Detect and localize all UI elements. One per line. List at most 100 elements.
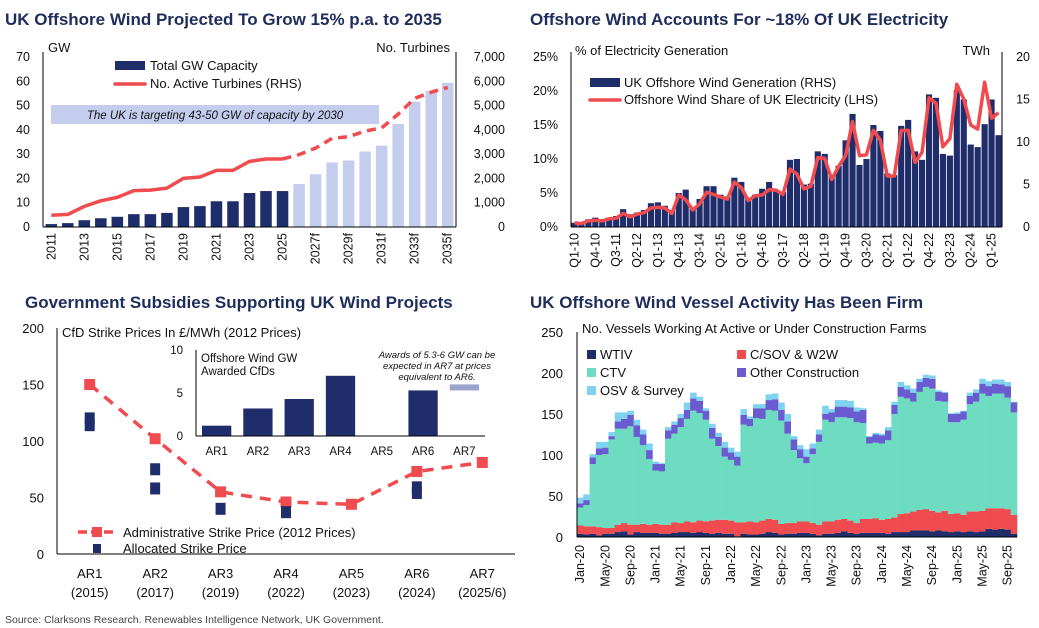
capacity-bar [326,162,338,227]
capacity-bar [111,216,124,227]
x-tick-label: Q3-17 [776,233,790,268]
area-segment-csov-w2w [583,526,590,535]
x-tick-label: Q1-10 [567,233,581,268]
x-tick-label: Q2-21 [880,233,894,268]
area-segment-other-construction [715,436,722,446]
area-segment-osv-survey [759,404,766,409]
area-segment-other-construction [589,457,597,465]
area-segment-osv-survey [998,379,1005,385]
y-right-tick-label: 2,000 [474,171,505,185]
generation-bar [981,124,988,227]
area-segment-ctv [715,445,722,520]
area-segment-osv-survey [1010,401,1018,403]
area-segment-other-construction [759,408,766,419]
area-segment-wtiv [627,534,634,537]
generation-bar [995,135,1002,227]
area-segment-ctv [815,441,823,525]
area-segment-ctv [897,396,905,515]
area-segment-other-construction [866,436,873,444]
area-segment-wtiv [903,532,911,537]
allocated-strike-price-marker [411,481,422,494]
area-segment-wtiv [614,532,622,537]
area-segment-csov-w2w [872,518,880,533]
area-segment-osv-survey [753,404,760,409]
area-segment-wtiv [677,532,685,537]
x-tick-label: Q3-23 [943,233,957,268]
area-segment-wtiv [941,531,949,537]
area-segment-ctv [608,439,616,528]
x-category-label: AR5 [339,566,364,581]
area-segment-ctv [721,456,729,520]
area-segment-csov-w2w [866,518,873,533]
legend-label-share: Offshore Wind Share of UK Electricity (L… [624,92,878,107]
area-segment-wtiv [878,532,886,537]
admin-strike-price-marker [149,433,161,445]
x-tick-label: 2035f [441,232,455,264]
area-segment-other-construction [979,383,986,394]
area-segment-other-construction [690,398,697,411]
area-segment-wtiv [947,532,955,537]
x-tick-label: Q2-12 [630,233,644,268]
x-category-label: AR4 [273,566,298,581]
generation-bar [571,222,578,227]
area-segment-osv-survey [727,447,735,453]
annotation-box [51,105,379,124]
x-tick-label: Jan-24 [875,545,889,583]
area-segment-ctv [809,454,817,524]
allocated-strike-price-marker [150,463,161,476]
generation-bar [891,175,898,227]
generation-bar [863,159,870,227]
area-segment-other-construction [658,464,666,472]
area-segment-ctv [589,464,597,527]
legend-swatch-csov-w2w [737,350,746,359]
area-segment-ctv [652,470,660,524]
area-segment-wtiv [595,535,603,537]
area-segment-other-construction [960,411,968,420]
capacity-bar [161,212,173,227]
turbines-line-actual [51,157,283,218]
area-segment-wtiv [1010,533,1018,537]
area-segment-osv-survey [740,409,748,415]
generation-bar [905,119,912,227]
area-segment-ctv [979,393,986,511]
generation-bar [946,155,953,227]
y-left-tick-label: 0 [23,220,30,234]
area-segment-csov-w2w [979,510,986,532]
chart1-title: UK Offshore Wind Projected To Grow 15% p… [5,10,442,29]
area-segment-wtiv [910,530,917,537]
generation-bar [856,164,863,227]
x-tick-label: 2021 [209,233,223,261]
area-segment-osv-survey [803,449,810,457]
x-tick-label: Q4-13 [672,233,686,268]
y-tick-label: 100 [22,434,44,449]
area-segment-osv-survey [583,494,590,501]
area-segment-wtiv [1004,529,1012,537]
area-segment-csov-w2w [677,523,685,533]
y-left-tick-label: 20 [16,171,30,185]
y-left-tick-label: 10 [16,196,30,210]
inset-title: Offshore Wind GW [201,353,297,365]
area-segment-other-construction [778,409,785,421]
x-tick-label: Q1-19 [818,233,832,268]
area-segment-osv-survey [784,414,792,422]
capacity-bar [45,224,58,227]
area-segment-osv-survey [885,427,892,431]
area-segment-other-construction [602,447,609,455]
area-segment-ctv [595,455,603,528]
generation-bar [793,159,801,227]
area-segment-wtiv [991,529,999,537]
generation-bar [599,219,606,227]
inset-annotation: expected in AR7 at prices [383,361,491,372]
x-category-label: AR1 [77,566,102,581]
generation-bar [675,193,682,227]
area-segment-ctv [790,450,798,524]
area-segment-wtiv [633,532,641,537]
area-segment-wtiv [709,533,716,537]
area-segment-csov-w2w [608,527,616,534]
generation-bar [835,165,842,227]
capacity-bar [95,218,107,227]
area-segment-csov-w2w [602,527,609,534]
area-segment-csov-w2w [627,524,634,535]
area-segment-csov-w2w [753,522,760,535]
x-category-year-label: (2017) [136,585,174,600]
